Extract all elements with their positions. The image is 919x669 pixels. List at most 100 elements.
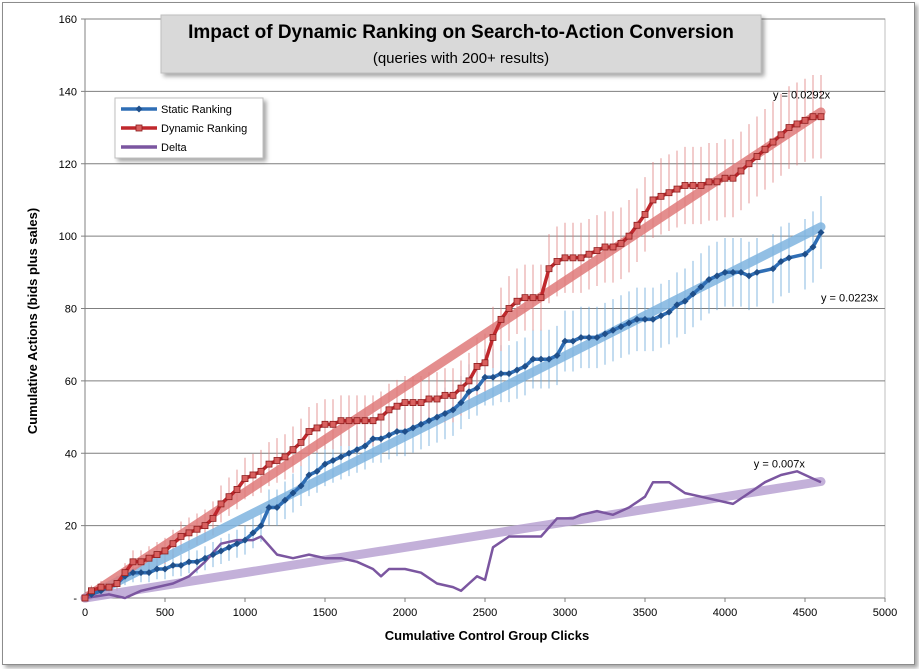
legend-item: Delta <box>121 142 188 154</box>
series-line <box>84 470 822 600</box>
chart-subtitle: (queries with 200+ results) <box>373 50 549 67</box>
data-point <box>729 268 737 276</box>
data-point <box>265 460 273 468</box>
data-point <box>521 294 529 302</box>
data-point <box>649 196 657 204</box>
data-point <box>401 428 409 436</box>
data-point <box>729 174 737 182</box>
data-point <box>233 540 241 548</box>
data-point <box>641 211 649 218</box>
data-point <box>353 417 361 425</box>
data-point <box>433 413 441 421</box>
data-point <box>761 145 769 153</box>
data-point <box>345 449 353 457</box>
trendline-label: y = 0.0292x <box>773 90 831 102</box>
data-point <box>393 402 401 410</box>
data-point <box>97 583 105 591</box>
data-point <box>129 558 137 566</box>
data-point <box>513 297 521 305</box>
data-point <box>465 388 473 396</box>
legend-marker <box>135 124 143 132</box>
data-point <box>169 561 177 569</box>
data-point <box>561 254 569 262</box>
data-point <box>217 547 225 555</box>
data-point <box>209 551 217 559</box>
data-point <box>225 493 233 501</box>
data-point <box>529 355 537 363</box>
data-point <box>313 424 321 432</box>
data-point <box>393 428 401 436</box>
data-point <box>673 301 681 309</box>
data-point <box>785 254 793 262</box>
data-point <box>809 243 817 251</box>
data-point <box>273 457 281 464</box>
data-point <box>593 247 601 255</box>
data-point <box>689 290 697 298</box>
data-point <box>457 399 465 407</box>
data-point <box>625 319 633 327</box>
data-point <box>649 315 657 323</box>
y-tick-label: 100 <box>59 231 77 243</box>
y-tick-label: 40 <box>65 448 77 460</box>
data-point <box>817 113 825 121</box>
data-point <box>657 192 665 200</box>
y-tick-label: 20 <box>65 521 77 533</box>
data-point <box>745 160 753 168</box>
data-point <box>153 565 161 573</box>
title-box: Impact of Dynamic Ranking on Search-to-A… <box>160 14 762 74</box>
data-point <box>537 355 545 363</box>
data-point <box>585 250 593 258</box>
x-tick-label: 3000 <box>553 607 577 619</box>
data-point <box>457 384 465 392</box>
data-point <box>721 174 729 182</box>
data-point <box>777 131 785 139</box>
data-point <box>353 446 361 454</box>
data-point <box>753 153 761 160</box>
data-point <box>697 182 705 189</box>
data-point <box>201 554 209 562</box>
data-point <box>177 561 185 569</box>
data-point <box>713 178 721 186</box>
x-tick-label: 3500 <box>633 607 657 619</box>
data-point <box>609 243 617 251</box>
data-point <box>617 239 625 247</box>
data-point <box>753 268 761 276</box>
data-point <box>633 221 641 229</box>
x-tick-label: 1000 <box>233 607 257 619</box>
data-point <box>329 456 337 464</box>
data-point <box>377 435 385 443</box>
data-point <box>289 489 297 497</box>
data-point <box>673 185 681 193</box>
trendline <box>80 476 826 603</box>
data-point <box>137 569 145 577</box>
data-point <box>385 431 393 439</box>
data-point <box>257 467 265 475</box>
legend-marker <box>135 105 143 113</box>
data-point <box>769 138 777 146</box>
data-point <box>553 258 561 265</box>
data-point <box>153 551 161 558</box>
data-point <box>545 355 553 363</box>
y-tick-label: 160 <box>59 14 77 26</box>
data-point <box>249 529 257 537</box>
data-point <box>473 362 481 370</box>
data-point <box>689 182 697 189</box>
x-tick-label: 1500 <box>313 607 337 619</box>
data-point <box>185 529 193 537</box>
x-tick-label: 4500 <box>793 607 817 619</box>
data-point <box>337 417 345 425</box>
legend-item: Dynamic Ranking <box>121 123 247 135</box>
data-point <box>281 453 289 461</box>
x-tick-label: 0 <box>82 607 88 619</box>
legend-label: Static Ranking <box>161 104 232 116</box>
y-tick-label: 80 <box>65 304 77 316</box>
data-point <box>601 243 609 251</box>
y-tick-label: 120 <box>59 159 77 171</box>
legend-label: Delta <box>161 142 188 154</box>
data-point <box>625 232 633 240</box>
trendline-label: y = 0.0223x <box>821 292 879 304</box>
x-tick-label: 2500 <box>473 607 497 619</box>
data-point <box>745 272 753 280</box>
data-point <box>161 565 169 573</box>
y-axis-title: Cumulative Actions (bids plus sales) <box>25 208 40 434</box>
